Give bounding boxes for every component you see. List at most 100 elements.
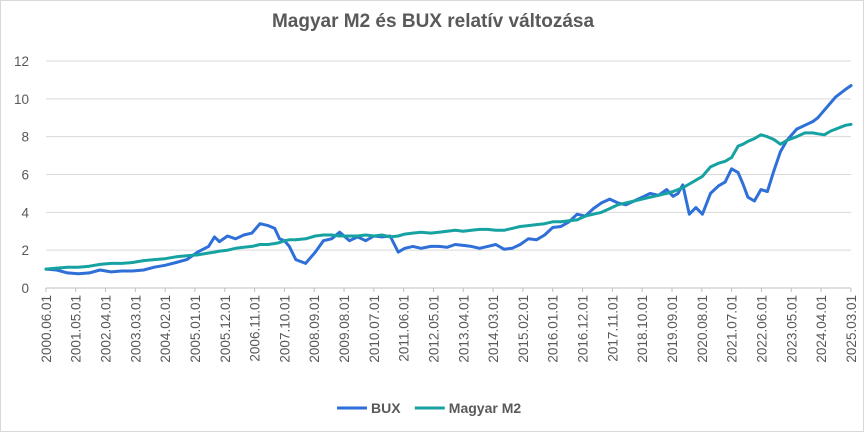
bux-data-point <box>218 240 221 243</box>
bux-data-point <box>543 233 546 237</box>
magyar-m2-data-point <box>77 265 80 269</box>
bux-data-point <box>437 245 441 248</box>
bux-data-point <box>131 269 134 273</box>
magyar-m2-data-point <box>174 255 178 259</box>
magyar-m2-data-point <box>380 233 384 237</box>
bux-data-point <box>717 184 720 188</box>
bux-data-point <box>834 95 837 99</box>
bux-data-point <box>411 245 415 248</box>
bux-data-point <box>575 212 579 216</box>
bux-data-point <box>608 197 611 201</box>
bux-data-point <box>688 212 691 216</box>
magyar-m2-data-point <box>453 229 457 232</box>
magyar-m2-data-point <box>486 228 490 231</box>
bux-data-point <box>364 239 368 242</box>
magyar-m2-data-point <box>445 230 449 233</box>
bux-data-point <box>120 269 124 273</box>
bux-data-point <box>396 250 400 254</box>
magyar-m2-data-point <box>88 264 91 268</box>
magyar-m2-data-point <box>294 238 298 242</box>
x-tick-label: 2001.05.01 <box>69 295 84 363</box>
magyar-m2-data-point <box>709 165 712 169</box>
magyar-m2-data-point <box>196 253 199 257</box>
magyar-m2-data-point <box>478 228 481 231</box>
bux-data-point <box>730 167 733 171</box>
bux-data-point <box>294 258 298 261</box>
magyar-m2-data-point <box>527 224 530 227</box>
bux-data-point <box>746 195 750 199</box>
magyar-m2-data-point <box>218 249 221 253</box>
magyar-m2-data-point <box>213 250 216 254</box>
bux-data-point <box>759 188 763 191</box>
bux-data-point <box>671 195 675 198</box>
bux-data-point <box>153 265 156 269</box>
bux-data-point <box>207 245 210 248</box>
bux-data-point <box>88 271 91 275</box>
bux-data-point <box>242 233 246 237</box>
magyar-m2-data-point <box>518 225 522 228</box>
bux-data-point <box>109 270 113 274</box>
magyar-m2-data-point <box>131 261 134 264</box>
x-tick-label: 2022.06.01 <box>754 295 769 363</box>
magyar-m2-data-point <box>242 246 246 249</box>
magyar-m2-data-point <box>185 254 189 258</box>
magyar-m2-data-point <box>163 257 167 261</box>
magyar-m2-data-point <box>273 242 277 245</box>
magyar-m2-data-point <box>535 223 538 226</box>
bux-data-point <box>709 192 712 195</box>
magyar-m2-data-point <box>153 258 156 261</box>
x-tick-label: 2015.02.01 <box>516 295 531 363</box>
magyar-m2-data-point <box>829 129 833 133</box>
bux-data-point <box>844 88 847 91</box>
magyar-m2-data-point <box>470 229 473 232</box>
magyar-m2-data-point <box>759 133 763 137</box>
magyar-m2-data-point <box>567 219 571 223</box>
bux-data-point <box>741 182 745 186</box>
magyar-m2-data-point <box>741 142 745 146</box>
magyar-m2-data-point <box>338 234 342 238</box>
bux-data-point <box>226 234 229 238</box>
magyar-m2-data-point <box>283 239 286 242</box>
magyar-m2-data-point <box>736 144 740 148</box>
bux-data-point <box>592 207 595 210</box>
bux-data-point <box>314 250 317 254</box>
magyar-m2-data-point <box>811 131 815 135</box>
magyar-m2-data-point <box>717 161 720 165</box>
bux-data-point <box>234 237 237 241</box>
bux-data-point <box>839 91 842 95</box>
x-tick-label: 2006.11.01 <box>248 295 263 362</box>
bux-data-point <box>811 120 815 123</box>
magyar-m2-data-point <box>314 234 317 238</box>
magyar-m2-data-point <box>388 235 392 239</box>
bux-data-point <box>77 272 80 276</box>
magyar-m2-data-point <box>701 175 704 178</box>
magyar-m2-data-point <box>785 139 789 142</box>
magyar-m2-data-point <box>234 247 237 250</box>
magyar-m2-data-point <box>250 245 254 248</box>
bux-data-point <box>66 271 69 275</box>
magyar-m2-data-point <box>207 251 210 255</box>
bux-data-point <box>338 230 342 234</box>
magyar-m2-data-point <box>584 214 587 218</box>
magyar-m2-data-point <box>844 124 847 127</box>
x-tick-label: 2017.11.01 <box>605 295 620 362</box>
bux-data-point <box>551 226 554 229</box>
magyar-m2-data-point <box>676 188 680 191</box>
bux-data-point <box>736 171 740 174</box>
bux-data-point <box>676 192 680 195</box>
y-tick-label: 12 <box>14 54 29 69</box>
x-tick-label: 2011.06.01 <box>397 295 412 362</box>
magyar-m2-data-point <box>559 220 563 224</box>
y-tick-label: 0 <box>21 281 29 296</box>
magyar-m2-data-point <box>502 229 506 232</box>
x-tick-label: 2005.01.01 <box>188 295 203 363</box>
magyar-m2-data-point <box>803 131 807 135</box>
magyar-m2-data-point <box>816 132 820 136</box>
bux-data-point <box>278 237 281 241</box>
magyar-m2-data-point <box>746 140 750 143</box>
bux-data-point <box>174 261 178 264</box>
magyar-m2-data-point <box>364 233 368 237</box>
bux-data-point <box>250 231 254 235</box>
magyar-m2-data-point <box>616 203 620 207</box>
